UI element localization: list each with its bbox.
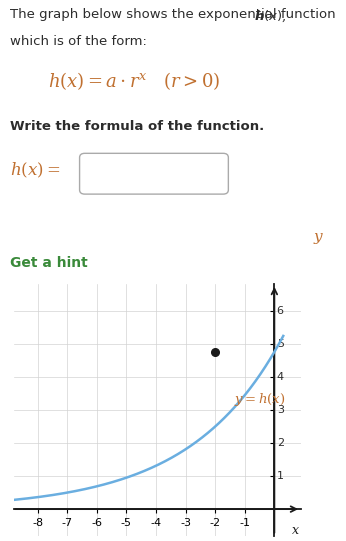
FancyBboxPatch shape bbox=[80, 153, 228, 194]
Text: 5: 5 bbox=[277, 339, 284, 348]
Text: $h(x) = a \cdot r^x \quad (r > 0)$: $h(x) = a \cdot r^x \quad (r > 0)$ bbox=[48, 70, 220, 92]
Text: Write the formula of the function.: Write the formula of the function. bbox=[10, 120, 265, 133]
Text: Get a hint: Get a hint bbox=[10, 256, 88, 270]
Text: 1: 1 bbox=[277, 471, 284, 481]
Text: $\boldsymbol{h}(x)$,: $\boldsymbol{h}(x)$, bbox=[254, 9, 287, 24]
Text: $x$: $x$ bbox=[291, 524, 300, 537]
Text: 3: 3 bbox=[277, 405, 284, 415]
Text: 4: 4 bbox=[277, 372, 284, 382]
Text: $y = h(x)$: $y = h(x)$ bbox=[234, 391, 286, 408]
Text: 6: 6 bbox=[277, 306, 284, 315]
Text: 2: 2 bbox=[277, 438, 284, 448]
Text: The graph below shows the exponential function: The graph below shows the exponential fu… bbox=[10, 9, 340, 22]
Text: which is of the form:: which is of the form: bbox=[10, 35, 147, 48]
Text: $h(x) =$: $h(x) =$ bbox=[10, 160, 61, 180]
Text: $y$: $y$ bbox=[313, 230, 325, 246]
